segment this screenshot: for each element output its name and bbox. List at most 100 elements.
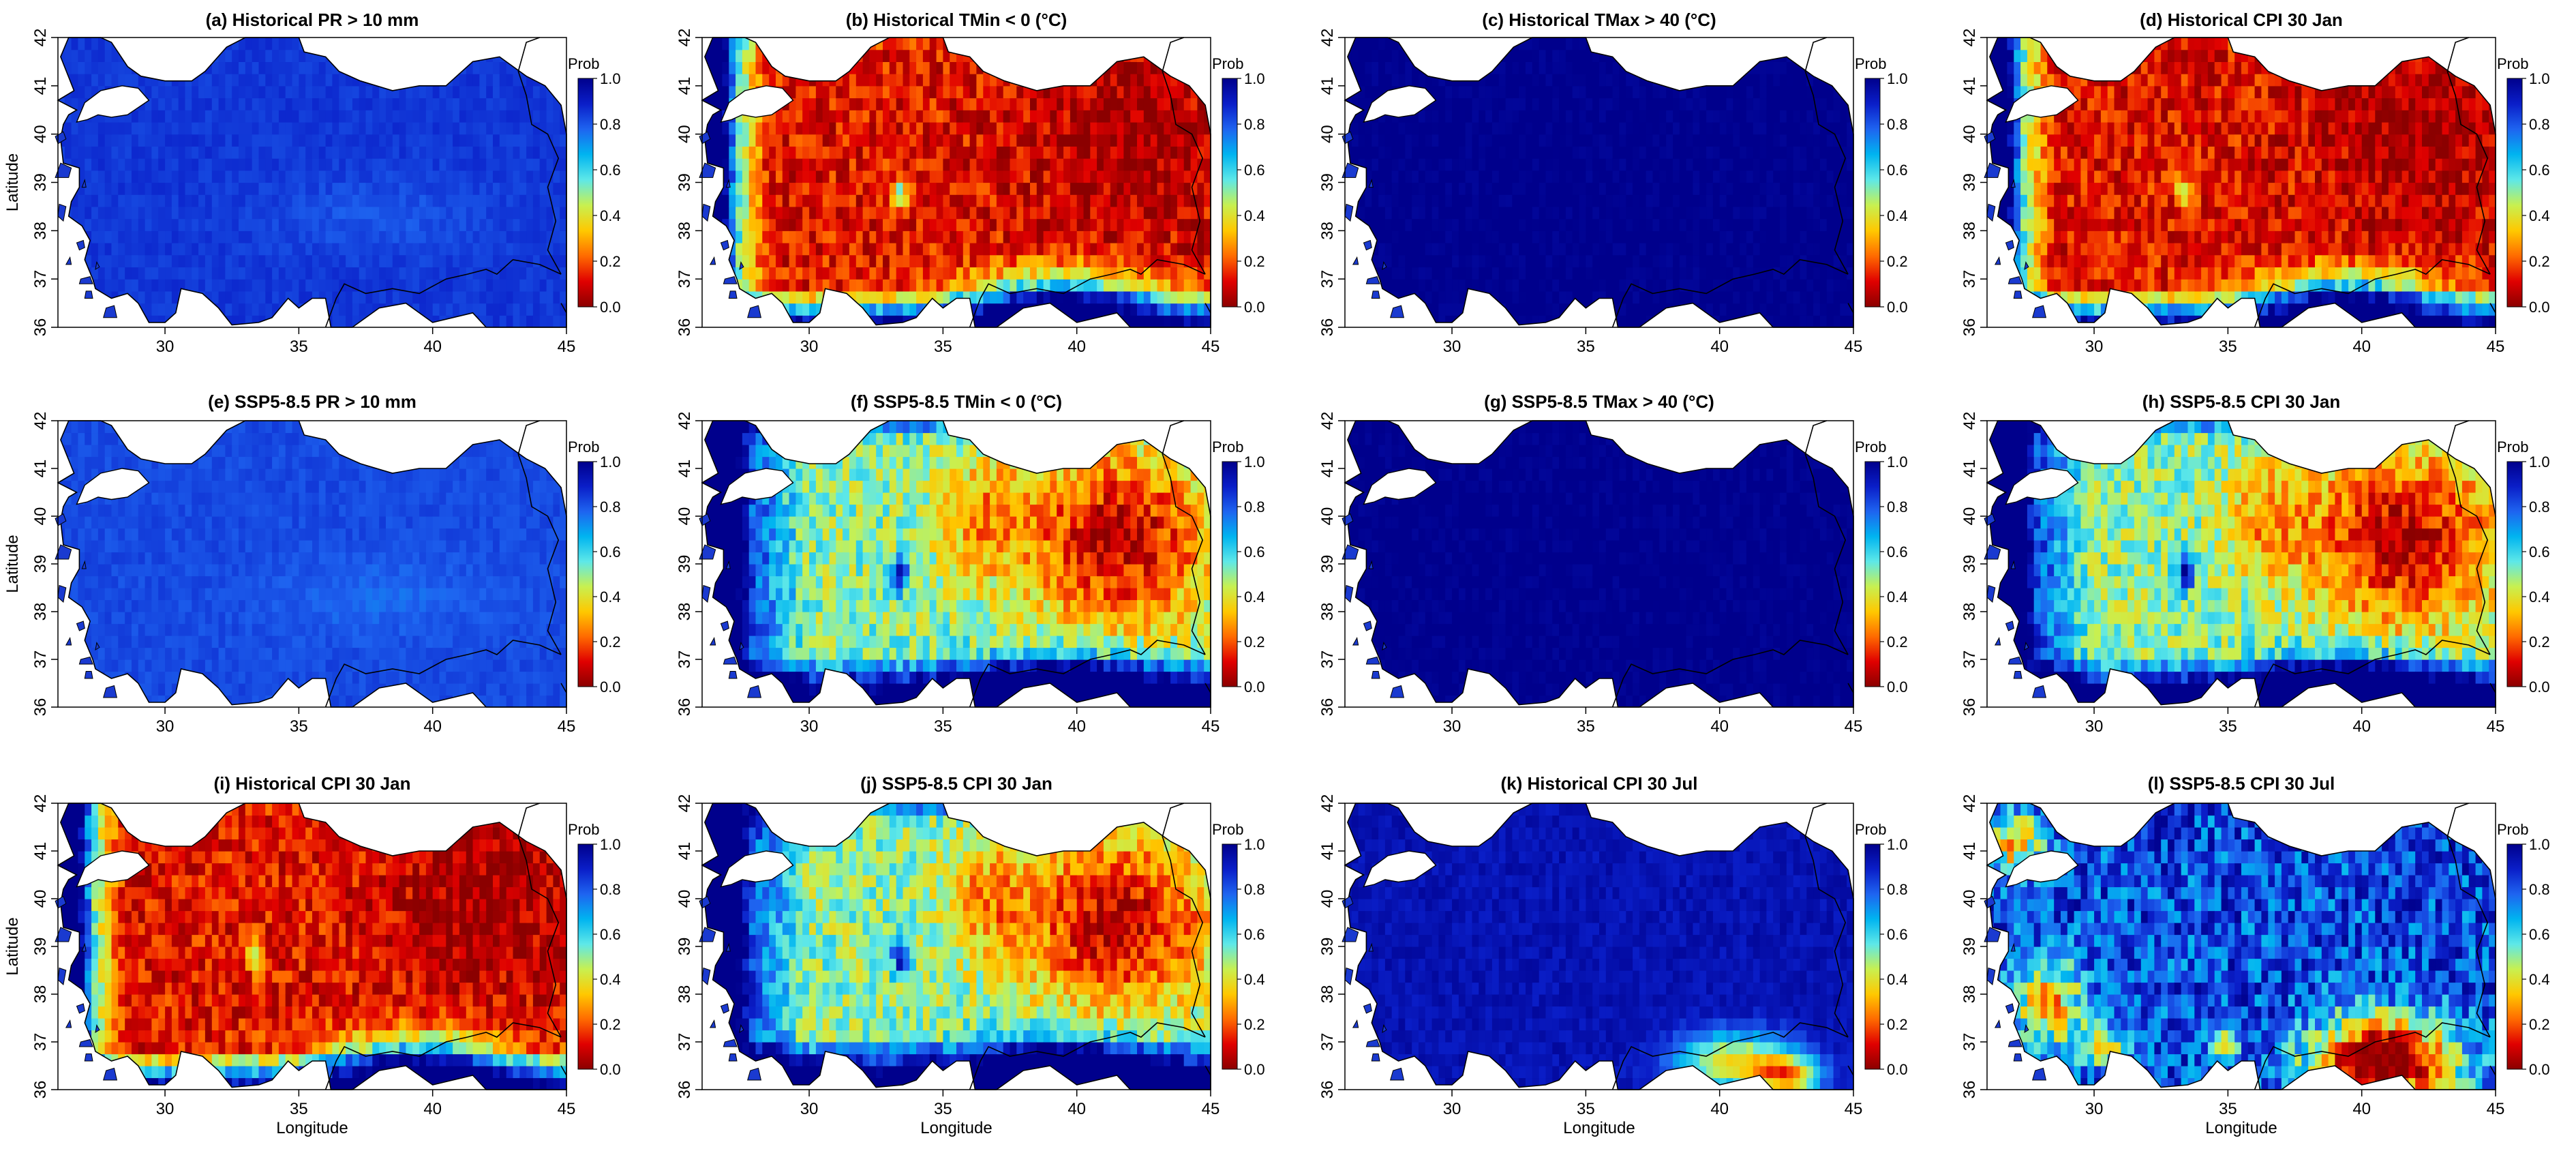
lon-tick-label: 30 — [2085, 717, 2104, 736]
colorbar-tick-label: 0.2 — [1244, 253, 1265, 270]
marmara-sea — [2005, 468, 2079, 505]
colorbar — [1864, 78, 1881, 308]
lat-tick-label: 36 — [31, 698, 50, 717]
lat-tick-label: 39 — [676, 938, 694, 956]
probability-raster — [1345, 421, 1853, 707]
lat-tick-label: 36 — [1960, 1081, 1979, 1099]
colorbar-tick-label: 0.2 — [600, 633, 621, 651]
island — [1390, 685, 1405, 698]
lat-tick-label: 38 — [1318, 222, 1337, 240]
colorbar-tick-label: 0.6 — [1887, 162, 1908, 179]
country-border — [2446, 803, 2491, 1038]
island — [1994, 1019, 2001, 1028]
colorbar-tick-label: 1.0 — [600, 453, 621, 470]
colorbar-label: Prob — [2497, 821, 2528, 838]
island — [720, 1003, 729, 1014]
island — [1371, 1053, 1380, 1062]
marmara-sea — [720, 468, 794, 505]
panel-title: (b) Historical TMin < 0 (°C) — [846, 10, 1067, 30]
lon-tick-label: 40 — [1710, 1100, 1729, 1118]
colorbar-label: Prob — [568, 55, 599, 72]
island — [1352, 256, 1359, 265]
colorbar-label: Prob — [1855, 438, 1886, 455]
lon-tick-label: 35 — [1577, 338, 1595, 356]
colorbar-tick-label: 0.4 — [2529, 971, 2550, 988]
coastline — [1344, 37, 1854, 328]
island — [76, 621, 85, 631]
lon-tick-label: 35 — [290, 1100, 308, 1118]
island — [95, 260, 100, 270]
lon-tick-label: 30 — [2085, 338, 2104, 356]
island — [2005, 1003, 2014, 1014]
island — [1368, 942, 1374, 952]
lon-tick-label: 40 — [423, 1100, 442, 1118]
colorbar-tick-label: 0.0 — [1887, 1061, 1908, 1078]
country-border — [517, 420, 562, 655]
island — [1342, 544, 1359, 560]
colorbar-tick-label: 0.2 — [2529, 253, 2550, 270]
island — [84, 671, 93, 679]
island — [725, 560, 731, 569]
country-border — [560, 683, 567, 693]
lat-tick-label: 37 — [1960, 1033, 1979, 1051]
lat-tick-label: 36 — [1960, 698, 1979, 717]
lat-tick-label: 39 — [1960, 173, 1979, 192]
island — [699, 927, 716, 942]
colorbar-tick-label: 0.2 — [1244, 1016, 1265, 1033]
lat-tick-label: 42 — [1318, 794, 1337, 813]
panel-title: (g) SSP5-8.5 TMax > 40 (°C) — [1484, 391, 1714, 412]
lat-tick-label: 39 — [1318, 173, 1337, 192]
lat-tick-label: 36 — [31, 318, 50, 337]
island — [701, 967, 711, 985]
island — [709, 256, 716, 265]
lat-tick-label: 39 — [676, 555, 694, 573]
colorbar-tick-label: 0.6 — [1887, 543, 1908, 560]
colorbar-tick-label: 0.0 — [1887, 678, 1908, 696]
colorbar-tick-label: 1.0 — [1244, 70, 1265, 87]
colorbar-tick-label: 0.6 — [600, 543, 621, 560]
coastline — [701, 803, 1211, 1090]
lat-tick-label: 39 — [1318, 555, 1337, 573]
island — [78, 276, 93, 284]
island — [739, 1024, 744, 1033]
probability-raster — [1987, 38, 2496, 327]
lat-tick-label: 37 — [31, 270, 50, 288]
probability-raster — [1345, 38, 1853, 327]
y-axis-label: Latitude — [3, 917, 22, 975]
map-panel: (c) Historical TMax > 40 (°C) 36 37 38 39 40 4… — [1318, 10, 1908, 356]
map-panel: (e) SSP5-8.5 PR > 10 mm 36 37 38 39 40 41 42 30 3… — [3, 391, 621, 736]
island — [1390, 1067, 1405, 1081]
lat-tick-label: 39 — [1318, 938, 1337, 956]
colorbar-tick-label: 0.4 — [1244, 207, 1265, 224]
lat-tick-label: 36 — [676, 1081, 694, 1099]
map-panel: (a) Historical PR > 10 mm 36 37 38 39 40 41 42 3… — [3, 10, 621, 356]
map-panel: (b) Historical TMin < 0 (°C) 36 37 38 39 40 41… — [676, 10, 1265, 356]
map-panel: (i) Historical CPI 30 Jan 36 37 38 39 40 41 42 3… — [3, 773, 621, 1137]
coastline — [1986, 803, 2496, 1090]
lat-tick-label: 36 — [1318, 318, 1337, 337]
lat-tick-label: 38 — [31, 222, 50, 240]
island — [103, 685, 118, 698]
country-border — [2446, 37, 2491, 275]
colorbar-tick-label: 0.6 — [1887, 926, 1908, 943]
country-border — [2446, 420, 2491, 655]
lat-tick-label: 36 — [31, 1081, 50, 1099]
lat-tick-label: 41 — [31, 76, 50, 95]
colorbar-tick-label: 1.0 — [2529, 836, 2550, 853]
island — [709, 637, 716, 646]
lat-tick-label: 36 — [1960, 318, 1979, 337]
island — [84, 290, 93, 299]
colorbar-label: Prob — [2497, 438, 2528, 455]
island — [720, 239, 729, 251]
island — [1382, 1024, 1387, 1033]
panel-title: (k) Historical CPI 30 Jul — [1501, 773, 1698, 794]
country-border — [1162, 420, 1206, 655]
island — [1994, 637, 2001, 646]
island — [81, 560, 87, 569]
lat-tick-label: 40 — [31, 890, 50, 908]
colorbar-tick-label: 0.4 — [2529, 207, 2550, 224]
panel-title: (d) Historical CPI 30 Jan — [2140, 10, 2343, 30]
colorbar — [577, 78, 594, 308]
country-border — [1162, 37, 1206, 275]
